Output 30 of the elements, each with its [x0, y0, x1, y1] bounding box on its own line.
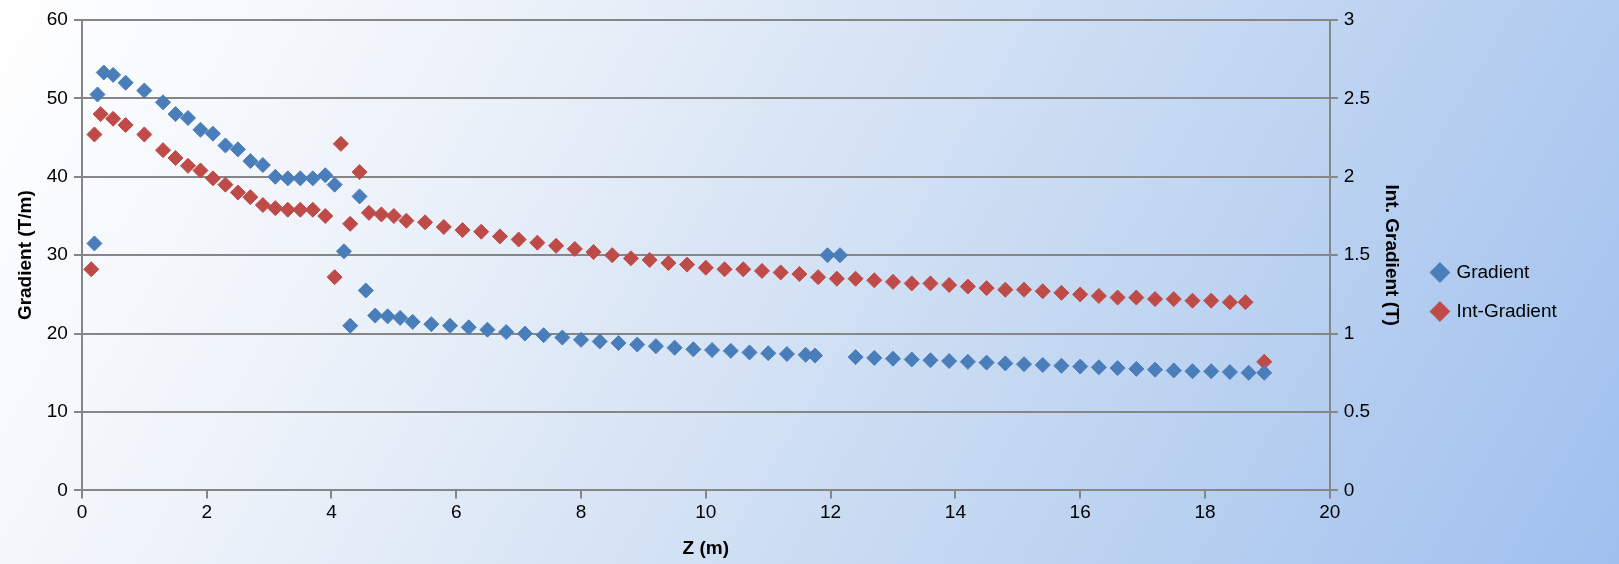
y-tick-label: 30 [46, 243, 68, 265]
legend-label: Gradient [1456, 260, 1572, 282]
y2-tick-label: 1 [1343, 321, 1355, 343]
x-tick-label: 2 [201, 501, 212, 523]
y-tick-label: 50 [46, 86, 68, 108]
x-tick-label: 10 [695, 501, 717, 523]
legend-label: Int-Gradient [1456, 299, 1600, 321]
y-tick-label: 10 [46, 400, 68, 422]
x-axis-title: Z (m) [682, 536, 730, 558]
x-tick-label: 16 [1069, 501, 1091, 523]
y-tick-label: 40 [46, 165, 68, 187]
x-tick-label: 20 [1319, 501, 1341, 523]
y2-tick-label: 0.5 [1343, 400, 1371, 422]
y-tick-label: 60 [46, 8, 68, 30]
y2-tick-label: 2 [1343, 165, 1355, 187]
y2-tick-label: 1.5 [1343, 243, 1371, 265]
x-tick-label: 4 [326, 501, 338, 523]
y2-tick-label: 2.5 [1343, 86, 1371, 108]
x-tick-label: 14 [944, 501, 967, 523]
y2-tick-label: 3 [1343, 8, 1355, 30]
y2-tick-label: 0 [1343, 478, 1355, 500]
y-axis-title: Gradient (T/m) [13, 190, 35, 321]
x-tick-label: 6 [450, 501, 462, 523]
y2-axis-title: Int. Gradient (T) [1382, 184, 1404, 326]
x-tick-label: 18 [1194, 501, 1216, 523]
y-tick-label: 20 [46, 321, 68, 343]
x-tick-label: 0 [76, 501, 88, 523]
y-tick-label: 0 [57, 478, 68, 500]
x-tick-label: 8 [575, 501, 587, 523]
x-tick-label: 12 [820, 501, 842, 523]
